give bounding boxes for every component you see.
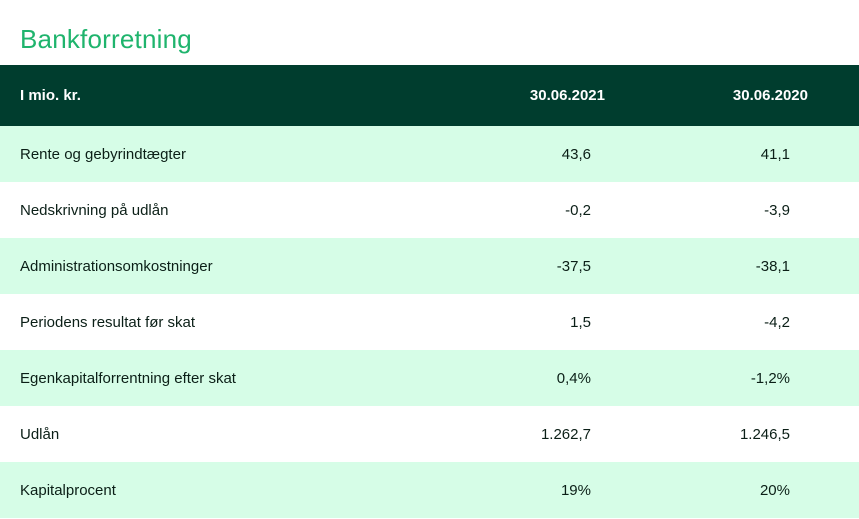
header-unit: I mio. kr.	[20, 87, 81, 104]
value-2020: -4,2	[764, 313, 790, 331]
value-2021: 0,4%	[556, 369, 591, 387]
table-row: Periodens resultat før skat 1,5 -4,2	[0, 294, 859, 350]
row-label: Kapitalprocent	[20, 481, 116, 499]
value-2021: -0,2	[565, 201, 591, 219]
row-label: Nedskrivning på udlån	[20, 201, 169, 219]
table-row: Udlån 1.262,7 1.246,5	[0, 406, 859, 462]
value-2021: -37,5	[556, 257, 591, 275]
page-title: Bankforretning	[20, 24, 192, 54]
header-2020: 30.06.2020	[732, 87, 808, 104]
value-2020: 1.246,5	[739, 425, 790, 443]
table-row: Egenkapitalforrentning efter skat 0,4% -…	[0, 350, 859, 406]
value-2020: -3,9	[764, 201, 790, 219]
value-2021: 1,5	[570, 313, 591, 331]
table-row: Rente og gebyrindtægter 43,6 41,1	[0, 126, 859, 182]
value-2020: 41,1	[760, 145, 790, 163]
value-2021: 1.262,7	[540, 425, 591, 443]
table-header: I mio. kr. 30.06.2021 30.06.2020	[0, 65, 859, 126]
row-label: Administrationsomkostninger	[20, 257, 213, 275]
value-2021: 43,6	[561, 145, 591, 163]
row-label: Rente og gebyrindtægter	[20, 145, 186, 163]
row-label: Periodens resultat før skat	[20, 313, 196, 331]
value-2020: -1,2%	[750, 369, 790, 387]
row-label: Udlån	[20, 425, 60, 443]
table-row: Kapitalprocent 19% 20%	[0, 462, 859, 518]
table-row: Administrationsomkostninger -37,5 -38,1	[0, 238, 859, 294]
table-row: Nedskrivning på udlån -0,2 -3,9	[0, 182, 859, 238]
value-2020: -38,1	[755, 257, 790, 275]
header-2021: 30.06.2021	[529, 87, 605, 104]
value-2021: 19%	[560, 481, 591, 499]
financial-table: I mio. kr. 30.06.2021 30.06.2020 Rente o…	[0, 65, 859, 518]
value-2020: 20%	[759, 481, 790, 499]
row-label: Egenkapitalforrentning efter skat	[20, 369, 236, 387]
